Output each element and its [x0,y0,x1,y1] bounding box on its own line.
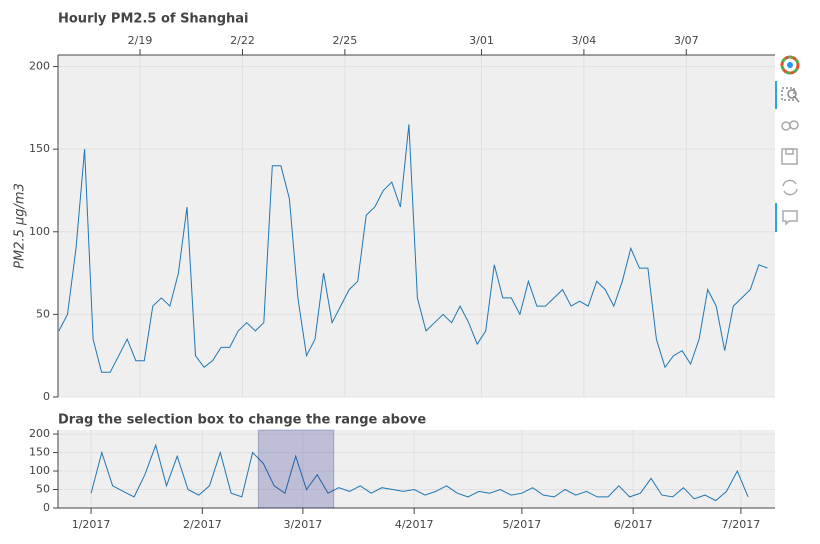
x-tick-label: 2/2017 [183,518,222,531]
data-line [90,443,749,502]
x-tick-label: 3/07 [674,34,699,47]
hover-tool[interactable] [782,210,798,226]
range-title: Drag the selection box to change the ran… [58,413,426,428]
y-tick-label: 50 [36,307,50,320]
x-tick-label: 2/22 [230,34,255,47]
x-tick-label: 3/01 [469,34,494,47]
plot-area [58,55,775,397]
chart-title: Hourly PM2.5 of Shanghai [58,12,249,27]
box-zoom-tool[interactable] [781,87,800,103]
x-tick-label: 1/2017 [72,518,111,531]
save-tool[interactable] [781,148,798,165]
y-tick-label: 100 [29,225,50,238]
y-tick-label: 100 [29,464,50,477]
y-tick-label: 150 [29,446,50,459]
y-tick-label: 0 [43,390,50,403]
x-tick-label: 3/2017 [284,518,323,531]
x-tick-label: 3/04 [572,34,597,47]
y-axis-label: PM2.5 μg/m3 [13,183,28,269]
reset-tool[interactable] [782,179,798,196]
x-tick-label: 2/25 [333,34,358,47]
x-tick-label: 4/2017 [395,518,434,531]
wheel-zoom-tool[interactable] [781,120,799,131]
y-tick-label: 200 [29,427,50,440]
y-tick-label: 50 [36,483,50,496]
data-line [58,124,768,373]
x-tick-label: 2/19 [128,34,153,47]
x-tick-label: 5/2017 [503,518,542,531]
y-tick-label: 0 [43,501,50,514]
y-tick-label: 200 [29,60,50,73]
x-tick-label: 7/2017 [722,518,761,531]
y-tick-label: 150 [29,142,50,155]
range-plot-area [58,430,775,508]
range-selection[interactable] [257,429,335,509]
toolbar [775,55,800,232]
bokeh-logo[interactable] [780,55,800,75]
x-tick-label: 6/2017 [614,518,653,531]
